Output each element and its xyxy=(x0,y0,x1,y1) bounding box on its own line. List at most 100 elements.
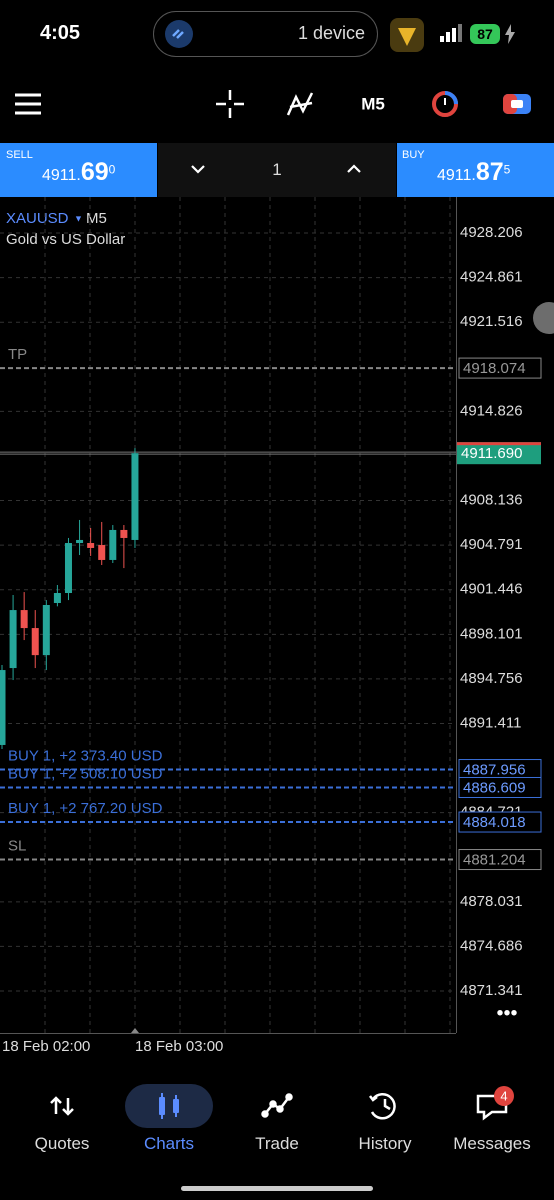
quotes-icon xyxy=(50,1096,74,1116)
nav-item[interactable]: Trade xyxy=(255,1134,299,1153)
nav-item[interactable]: Quotes xyxy=(34,1134,90,1153)
buy-label: BUY xyxy=(402,149,425,161)
y-tick-label: 4921.516 xyxy=(460,313,523,330)
y-tick-label: 4904.791 xyxy=(460,536,523,553)
y-tick-label: 4901.446 xyxy=(460,581,523,598)
tp-tag xyxy=(458,357,542,379)
more-button[interactable]: ••• xyxy=(496,1002,517,1024)
y-tick-label: 4908.136 xyxy=(460,492,523,509)
sell-sup: 0 xyxy=(108,162,116,177)
charging xyxy=(505,24,515,44)
x-tick-label: 18 Feb 03:00 xyxy=(135,1038,223,1055)
charts-icon xyxy=(159,1093,179,1119)
crosshair-button[interactable] xyxy=(216,90,244,118)
candle-body xyxy=(98,545,106,560)
current-price-tag-top xyxy=(457,442,541,446)
device-count: 1 device xyxy=(297,23,365,43)
buy-sup: 5 xyxy=(503,162,511,177)
candle-body xyxy=(64,543,72,594)
nav-item[interactable]: Charts xyxy=(143,1134,195,1153)
device-pill[interactable]: 1 device xyxy=(153,11,378,57)
order-label: BUY 1, +2 508.10 USD xyxy=(8,765,163,782)
order-price: 4884.018 xyxy=(463,814,526,831)
messages-badge: 4 xyxy=(500,1088,507,1103)
buy-button[interactable]: BUY 4911.875 xyxy=(397,143,554,197)
bottom-nav: 4 Quotes Charts Trade History Messages xyxy=(0,1080,554,1170)
price-chart[interactable]: XAUUSD ▼ M5 Gold vs US Dollar ••• 4928.2… xyxy=(0,197,554,1067)
y-tick-label: 4914.826 xyxy=(460,402,523,419)
sell-main: 4911. xyxy=(42,167,81,184)
candle-body xyxy=(0,670,6,745)
signal xyxy=(440,24,462,42)
nav-item[interactable]: Messages xyxy=(453,1134,531,1153)
symbol: XAUUSD xyxy=(6,210,69,227)
order-label: BUY 1, +2 767.20 USD xyxy=(8,800,163,817)
buy-main: 4911. xyxy=(437,167,476,184)
candle-body xyxy=(42,605,50,656)
indicators-button[interactable] xyxy=(286,92,314,116)
sell-big: 69 xyxy=(80,158,109,186)
description: Gold vs US Dollar xyxy=(6,231,125,248)
trade-toggle[interactable] xyxy=(503,94,531,114)
badge-bg xyxy=(494,1086,514,1106)
buy-price: 4911.875 xyxy=(437,158,510,187)
volume-control: 1 xyxy=(158,143,396,197)
sell-label: SELL xyxy=(6,149,33,161)
sl-tag xyxy=(458,849,542,871)
volume-down[interactable] xyxy=(190,163,206,175)
order-label: BUY 1, +2 373.40 USD xyxy=(8,748,163,765)
symbol-caret: ▼ xyxy=(74,213,83,223)
y-tick-label: 4878.031 xyxy=(460,893,523,910)
y-tick-label: 4924.861 xyxy=(460,269,523,286)
sell-button[interactable]: SELL 4911.690 xyxy=(0,143,157,197)
candle-body xyxy=(31,628,39,656)
history-toggle[interactable] xyxy=(432,91,458,117)
y-tick-label: 4871.341 xyxy=(460,982,523,999)
floating-button[interactable] xyxy=(533,302,554,334)
chart-timeframe: M5 xyxy=(86,210,107,227)
candle-body xyxy=(109,529,117,560)
app-icon xyxy=(390,18,424,52)
volume[interactable]: 1 xyxy=(272,160,282,179)
sl-price: 4881.204 xyxy=(463,852,526,869)
timeframe-button[interactable]: M5 xyxy=(361,94,385,113)
toolbar: M5 xyxy=(15,90,531,118)
order-price: 4887.956 xyxy=(463,762,526,779)
link-icon xyxy=(165,20,193,48)
y-tick-label: 4891.411 xyxy=(460,714,521,731)
candle-body xyxy=(9,610,17,669)
clock: 4:05 xyxy=(40,22,81,44)
y-tick-label: 4874.686 xyxy=(460,937,523,954)
tp-price: 4918.074 xyxy=(463,360,526,377)
candle-body xyxy=(53,593,61,604)
trade-icon xyxy=(261,1093,293,1118)
tp-label: TP xyxy=(8,346,27,363)
current-price-tag xyxy=(457,442,541,465)
current-price: 4911.690 xyxy=(461,445,522,462)
home-indicator xyxy=(181,1186,373,1191)
candle-body xyxy=(131,453,139,540)
sl-label: SL xyxy=(8,838,26,855)
sell-price: 4911.690 xyxy=(42,158,115,187)
candle-body xyxy=(76,539,84,544)
order-tag xyxy=(458,776,542,798)
volume-up[interactable] xyxy=(346,163,362,175)
menu-button[interactable] xyxy=(15,93,41,115)
buy-big: 87 xyxy=(475,158,504,186)
active-pill xyxy=(125,1084,213,1128)
y-tick-label: 4894.756 xyxy=(460,670,523,687)
nav-item[interactable]: History xyxy=(358,1134,412,1153)
battery: 87 xyxy=(470,24,500,44)
history-icon xyxy=(369,1093,396,1120)
candle-body xyxy=(20,610,28,629)
x-tick-label: 18 Feb 02:00 xyxy=(2,1038,90,1055)
time-marker xyxy=(131,1028,139,1033)
y-tick-label: 4928.206 xyxy=(460,224,523,241)
y-tick-label: 4898.101 xyxy=(460,625,523,642)
nav-icons: 4 xyxy=(50,1086,514,1121)
candle-body xyxy=(120,529,128,538)
order-price: 4886.609 xyxy=(463,779,526,796)
order-tag xyxy=(458,811,542,833)
candle-body xyxy=(87,543,95,548)
